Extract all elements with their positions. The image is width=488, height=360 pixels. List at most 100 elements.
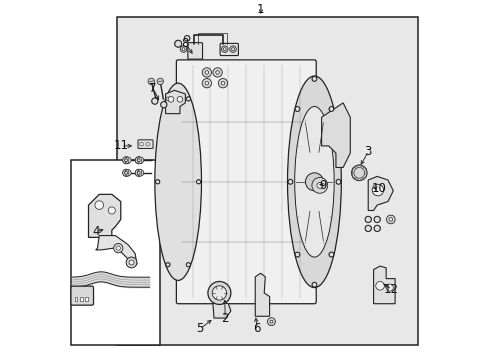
Ellipse shape xyxy=(287,76,341,288)
Circle shape xyxy=(364,216,371,223)
Polygon shape xyxy=(321,103,349,167)
Circle shape xyxy=(373,225,380,231)
Circle shape xyxy=(122,157,129,164)
Circle shape xyxy=(126,257,137,268)
Circle shape xyxy=(223,48,226,50)
FancyBboxPatch shape xyxy=(220,43,238,55)
Text: 4: 4 xyxy=(92,225,99,238)
Text: 10: 10 xyxy=(371,183,386,195)
Text: 6: 6 xyxy=(253,322,260,335)
Circle shape xyxy=(108,207,115,214)
Polygon shape xyxy=(212,300,230,318)
Circle shape xyxy=(311,76,316,81)
Circle shape xyxy=(124,159,127,162)
Bar xyxy=(74,297,77,301)
Circle shape xyxy=(157,78,163,85)
Text: 2: 2 xyxy=(221,311,228,325)
Circle shape xyxy=(287,179,292,184)
Circle shape xyxy=(215,71,219,74)
Circle shape xyxy=(186,97,190,101)
Circle shape xyxy=(294,107,299,112)
Circle shape xyxy=(353,167,364,178)
Circle shape xyxy=(207,282,230,305)
Circle shape xyxy=(316,183,322,188)
FancyBboxPatch shape xyxy=(138,140,153,148)
Circle shape xyxy=(135,157,142,164)
Ellipse shape xyxy=(155,83,201,280)
Circle shape xyxy=(168,96,174,102)
Text: 11: 11 xyxy=(113,139,128,152)
Circle shape xyxy=(124,171,127,174)
Bar xyxy=(70,160,160,345)
Text: 1: 1 xyxy=(256,3,264,16)
Circle shape xyxy=(311,282,316,287)
Circle shape xyxy=(294,252,299,257)
Circle shape xyxy=(267,318,275,325)
Text: 12: 12 xyxy=(383,283,398,296)
Circle shape xyxy=(129,260,134,265)
Polygon shape xyxy=(165,90,185,114)
Text: 3: 3 xyxy=(364,145,371,158)
Circle shape xyxy=(373,216,380,223)
Circle shape xyxy=(184,36,190,41)
Circle shape xyxy=(196,180,201,184)
Circle shape xyxy=(204,71,208,74)
Polygon shape xyxy=(96,235,137,266)
Circle shape xyxy=(137,157,143,163)
Polygon shape xyxy=(255,273,269,316)
Circle shape xyxy=(95,201,103,210)
Circle shape xyxy=(124,170,131,176)
Text: 7: 7 xyxy=(149,82,157,95)
Circle shape xyxy=(218,78,227,88)
Circle shape xyxy=(202,68,211,77)
FancyBboxPatch shape xyxy=(187,42,202,59)
Polygon shape xyxy=(373,266,394,304)
Circle shape xyxy=(160,102,167,108)
Circle shape xyxy=(364,225,371,231)
Bar xyxy=(117,17,418,345)
Bar xyxy=(85,297,88,301)
Circle shape xyxy=(204,81,208,85)
Circle shape xyxy=(180,46,186,52)
Circle shape xyxy=(137,171,140,174)
FancyBboxPatch shape xyxy=(176,60,316,304)
Circle shape xyxy=(269,320,272,323)
Circle shape xyxy=(212,286,226,300)
Circle shape xyxy=(124,157,131,163)
Circle shape xyxy=(229,46,236,52)
Text: 5: 5 xyxy=(196,322,203,335)
Circle shape xyxy=(328,252,333,257)
Circle shape xyxy=(388,218,392,221)
Ellipse shape xyxy=(294,107,333,257)
Circle shape xyxy=(137,159,140,162)
Circle shape xyxy=(135,169,142,176)
Circle shape xyxy=(386,284,392,291)
Bar xyxy=(80,297,82,301)
Text: 8: 8 xyxy=(181,37,189,50)
Circle shape xyxy=(212,68,222,77)
Circle shape xyxy=(165,262,170,267)
Circle shape xyxy=(113,243,122,253)
Circle shape xyxy=(202,78,211,88)
Circle shape xyxy=(328,107,333,112)
Circle shape xyxy=(311,177,327,193)
Circle shape xyxy=(116,246,120,250)
Circle shape xyxy=(375,282,384,290)
Circle shape xyxy=(231,48,234,50)
Circle shape xyxy=(182,48,184,50)
Circle shape xyxy=(137,170,143,176)
Circle shape xyxy=(145,142,149,146)
Circle shape xyxy=(155,180,160,184)
Circle shape xyxy=(371,184,383,196)
Circle shape xyxy=(177,96,183,102)
Circle shape xyxy=(351,165,366,181)
Circle shape xyxy=(305,173,323,191)
Circle shape xyxy=(221,81,224,85)
Circle shape xyxy=(122,169,129,176)
Circle shape xyxy=(221,46,227,52)
Circle shape xyxy=(186,262,190,267)
Circle shape xyxy=(165,97,170,101)
Polygon shape xyxy=(367,176,392,211)
Circle shape xyxy=(140,142,143,146)
Circle shape xyxy=(386,215,394,224)
